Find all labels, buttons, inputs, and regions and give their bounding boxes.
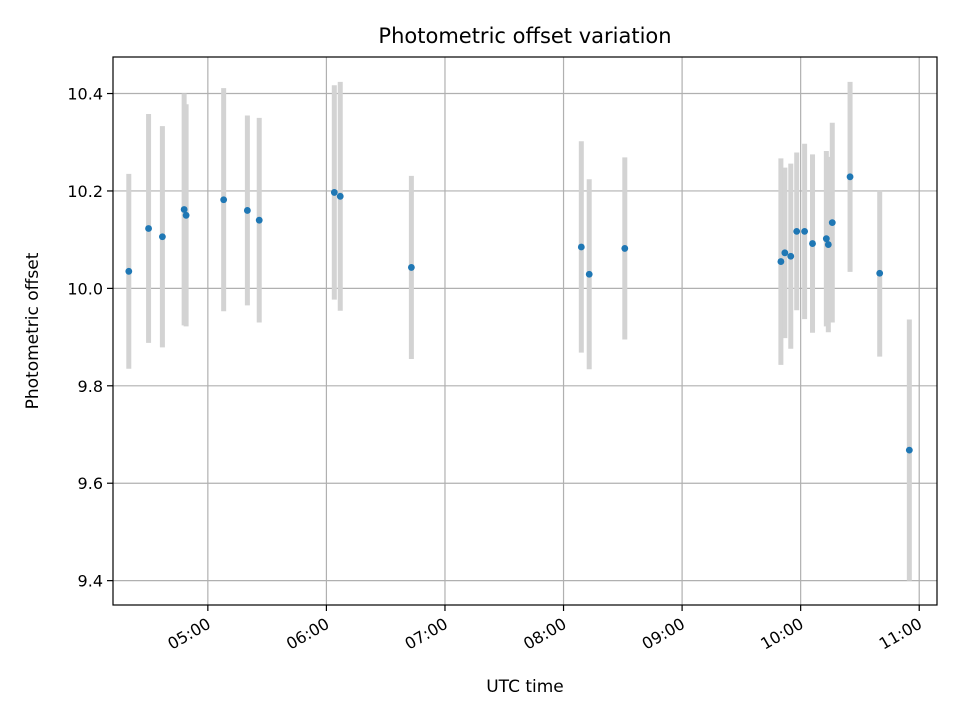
data-point [793,227,801,235]
data-point [220,196,228,204]
data-point [255,216,263,224]
data-point [809,240,816,247]
x-axis-label: UTC time [486,677,564,697]
y-tick-label: 10.0 [67,279,103,298]
data-point [777,258,785,265]
data-point [407,264,415,271]
data-point [145,225,152,232]
data-point [828,219,836,227]
data-point [336,192,344,200]
chart-title: Photometric offset variation [378,24,671,48]
y-tick-label: 10.4 [67,85,103,104]
data-point [801,227,809,235]
data-point [822,235,830,243]
data-point [159,233,166,241]
data-point [330,189,338,196]
y-tick-label: 9.4 [78,572,103,591]
data-point [846,173,854,181]
data-point [577,243,585,251]
data-point [180,206,188,213]
data-point [905,446,913,454]
data-point [787,252,795,260]
data-point [621,245,629,252]
y-axis-label: Photometric offset [23,252,43,409]
y-tick-label: 9.8 [78,377,103,396]
data-point [182,211,190,219]
data-point [585,270,593,278]
point-layer [125,173,913,454]
data-point [824,241,832,248]
y-tick-label: 10.2 [67,182,103,201]
y-tick-label: 9.6 [78,474,103,493]
data-point [125,267,133,275]
plot-frame [112,56,938,606]
data-point [243,207,251,214]
grid-layer [113,57,937,605]
data-point [876,269,884,277]
data-point [781,249,789,257]
